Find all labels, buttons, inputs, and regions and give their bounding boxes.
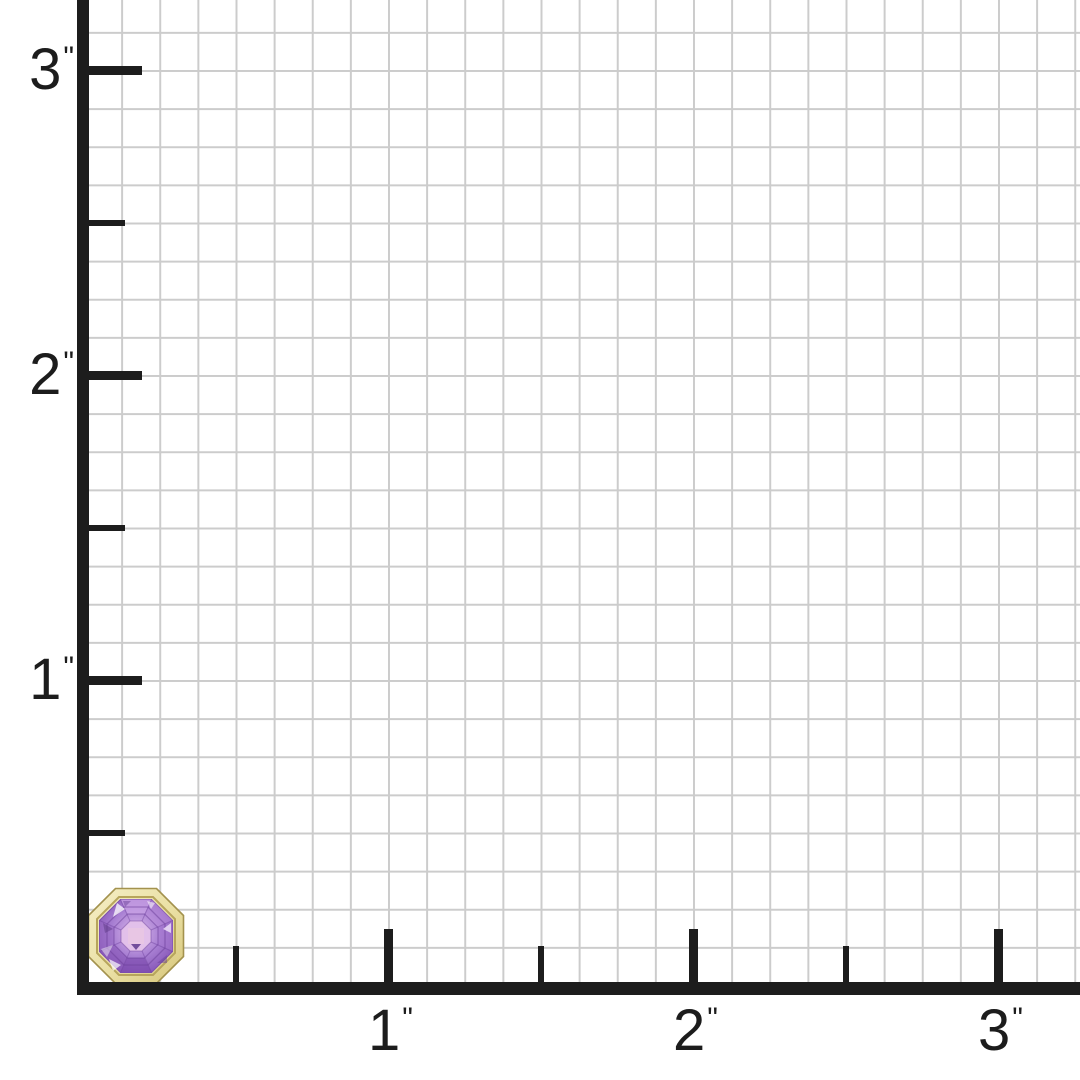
- y-axis-major-tick: [89, 65, 142, 75]
- x-axis-label-2: 2": [673, 998, 718, 1072]
- x-axis-label-2-number: 2: [673, 998, 706, 1063]
- y-axis-minor-tick: [89, 524, 125, 531]
- inch-mark: ": [707, 1002, 718, 1035]
- inch-mark: ": [402, 1002, 413, 1035]
- gem-center-tint: [128, 928, 144, 944]
- inch-mark: ": [63, 41, 74, 74]
- y-axis-label-3: 3": [4, 37, 74, 111]
- bezel-rim: [96, 896, 176, 976]
- x-axis-line: [77, 982, 1080, 995]
- inch-mark: ": [63, 346, 74, 379]
- y-axis-label-3-number: 3: [29, 37, 62, 102]
- inch-mark: ": [1012, 1002, 1023, 1035]
- y-axis-major-tick: [89, 370, 142, 380]
- y-axis-minor-tick: [89, 829, 125, 836]
- y-axis-minor-tick: [89, 219, 125, 226]
- gem-flash: [123, 901, 131, 907]
- y-axis-label-1-number: 1: [29, 647, 62, 712]
- x-axis-label-1: 1": [368, 998, 413, 1072]
- gem-sparkle: [109, 959, 121, 971]
- gem-step: [113, 913, 159, 959]
- y-axis-label-2-number: 2: [29, 342, 62, 407]
- gem-sparkle: [113, 903, 125, 917]
- gem-keel: [131, 944, 141, 950]
- x-axis-minor-tick: [537, 946, 544, 982]
- x-axis-label-3-number: 3: [978, 998, 1011, 1063]
- x-axis-label-3: 3": [978, 998, 1023, 1072]
- x-axis-major-tick: [383, 929, 393, 982]
- grid-lines: [83, 0, 1080, 982]
- y-axis-line: [77, 0, 89, 995]
- gem-sparkle: [147, 901, 155, 909]
- gem-sparkle: [163, 923, 171, 933]
- x-axis-label-1-number: 1: [368, 998, 401, 1063]
- gem-flash: [157, 955, 167, 963]
- y-axis-major-tick: [89, 675, 142, 685]
- earring-photo: [87, 887, 185, 985]
- y-axis-label-1: 1": [4, 647, 74, 721]
- x-axis-major-tick: [993, 929, 1003, 982]
- gem-flash: [103, 923, 113, 933]
- y-axis-label-2: 2": [4, 342, 74, 416]
- x-axis-minor-tick: [842, 946, 849, 982]
- gem-corner-facets: [99, 899, 173, 973]
- x-axis-major-tick: [688, 929, 698, 982]
- gem-sparkle: [101, 945, 113, 957]
- inch-mark: ": [63, 651, 74, 684]
- x-axis-minor-tick: [232, 946, 239, 982]
